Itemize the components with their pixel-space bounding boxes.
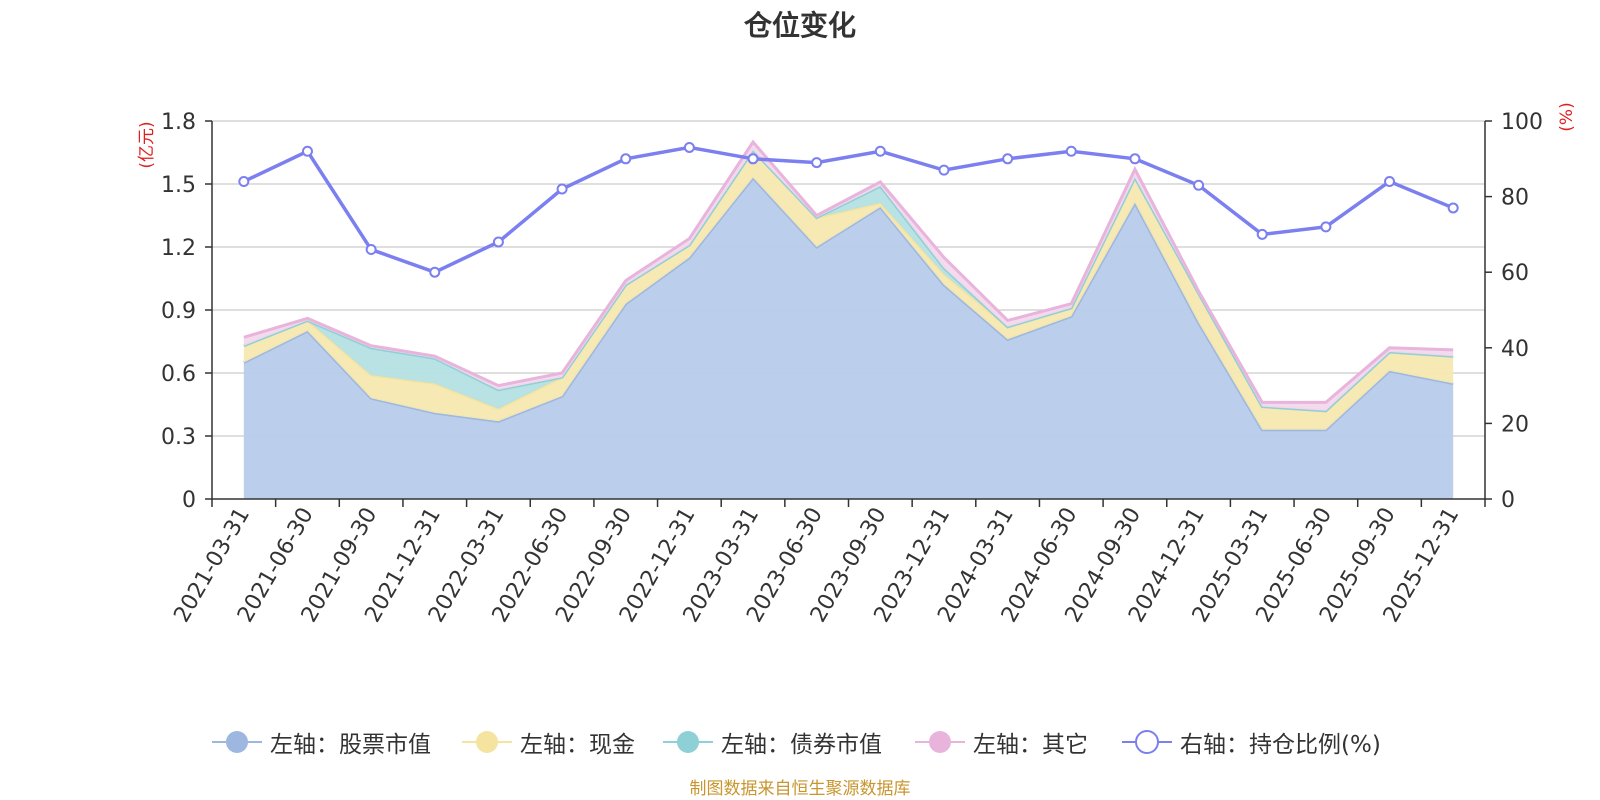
left-axis-unit-label: (亿元) [137, 121, 157, 168]
legend-marker-ratio-icon [1122, 730, 1172, 754]
right-tick-label: 20 [1501, 412, 1529, 437]
legend-item-cash[interactable]: 左轴：现金 [462, 722, 635, 762]
legend-marker-cash-icon [462, 731, 512, 753]
area-edge-series-3 [243, 139, 1454, 404]
left-tick-label: 0.9 [161, 299, 196, 324]
ratio-point [556, 183, 568, 195]
ratio-point [620, 153, 632, 165]
legend-item-ratio[interactable]: 右轴：持仓比例(%) [1122, 722, 1381, 762]
ratio-point [1256, 228, 1268, 240]
ratio-point [683, 141, 695, 153]
legend: 左轴：股票市值 左轴：现金 左轴：债券市值 左轴：其它 右轴：持仓比例(%) [0, 722, 1600, 762]
ratio-point [1002, 153, 1014, 165]
left-tick-label: 0.3 [161, 425, 196, 450]
legend-marker-bond-icon [663, 731, 713, 753]
ratio-point [938, 164, 950, 176]
left-tick-label: 1.2 [161, 236, 196, 261]
right-tick-label: 0 [1501, 488, 1515, 513]
right-tick-label: 80 [1501, 186, 1529, 211]
legend-label-cash: 左轴：现金 [520, 732, 635, 758]
right-tick-label: 60 [1501, 261, 1529, 286]
ratio-point [365, 244, 377, 256]
legend-marker-stock-icon [212, 731, 262, 753]
ratio-point [1320, 221, 1332, 233]
ratio-line [238, 141, 1459, 278]
area-series-0 [243, 177, 1454, 499]
ratio-point [238, 175, 250, 187]
ratio-point [301, 145, 313, 157]
right-axis-unit-label: (%) [1557, 102, 1577, 131]
stacked-areas [243, 139, 1454, 499]
ratio-point [1065, 145, 1077, 157]
ratio-point [429, 266, 441, 278]
area-series-1 [243, 150, 1454, 430]
ratio-point [747, 153, 759, 165]
ratio-point [1129, 153, 1141, 165]
legend-label-bond: 左轴：债券市值 [721, 732, 882, 758]
left-tick-label: 0.6 [161, 362, 196, 387]
left-tick-label: 1.5 [161, 173, 196, 198]
left-tick-label: 0 [182, 488, 196, 513]
legend-item-stock[interactable]: 左轴：股票市值 [212, 722, 431, 762]
right-tick-label: 40 [1501, 337, 1529, 362]
legend-label-stock: 左轴：股票市值 [270, 732, 431, 758]
legend-item-other[interactable]: 左轴：其它 [915, 722, 1088, 762]
ratio-point [874, 145, 886, 157]
ratio-point [492, 236, 504, 248]
legend-item-bond[interactable]: 左轴：债券市值 [663, 722, 882, 762]
ratio-point [1193, 179, 1205, 191]
right-tick-label: 100 [1501, 110, 1543, 135]
ratio-line-path [243, 145, 1454, 275]
chart-title: 仓位变化 [743, 9, 856, 42]
ratio-point [1447, 202, 1459, 214]
ratio-point [811, 157, 823, 169]
legend-marker-other-icon [915, 731, 965, 753]
left-tick-label: 1.8 [161, 110, 196, 135]
legend-label-ratio: 右轴：持仓比例(%) [1180, 732, 1381, 758]
source-note: 制图数据来自恒生聚源数据库 [689, 779, 911, 799]
ratio-point [1384, 175, 1396, 187]
legend-label-other: 左轴：其它 [973, 732, 1088, 758]
